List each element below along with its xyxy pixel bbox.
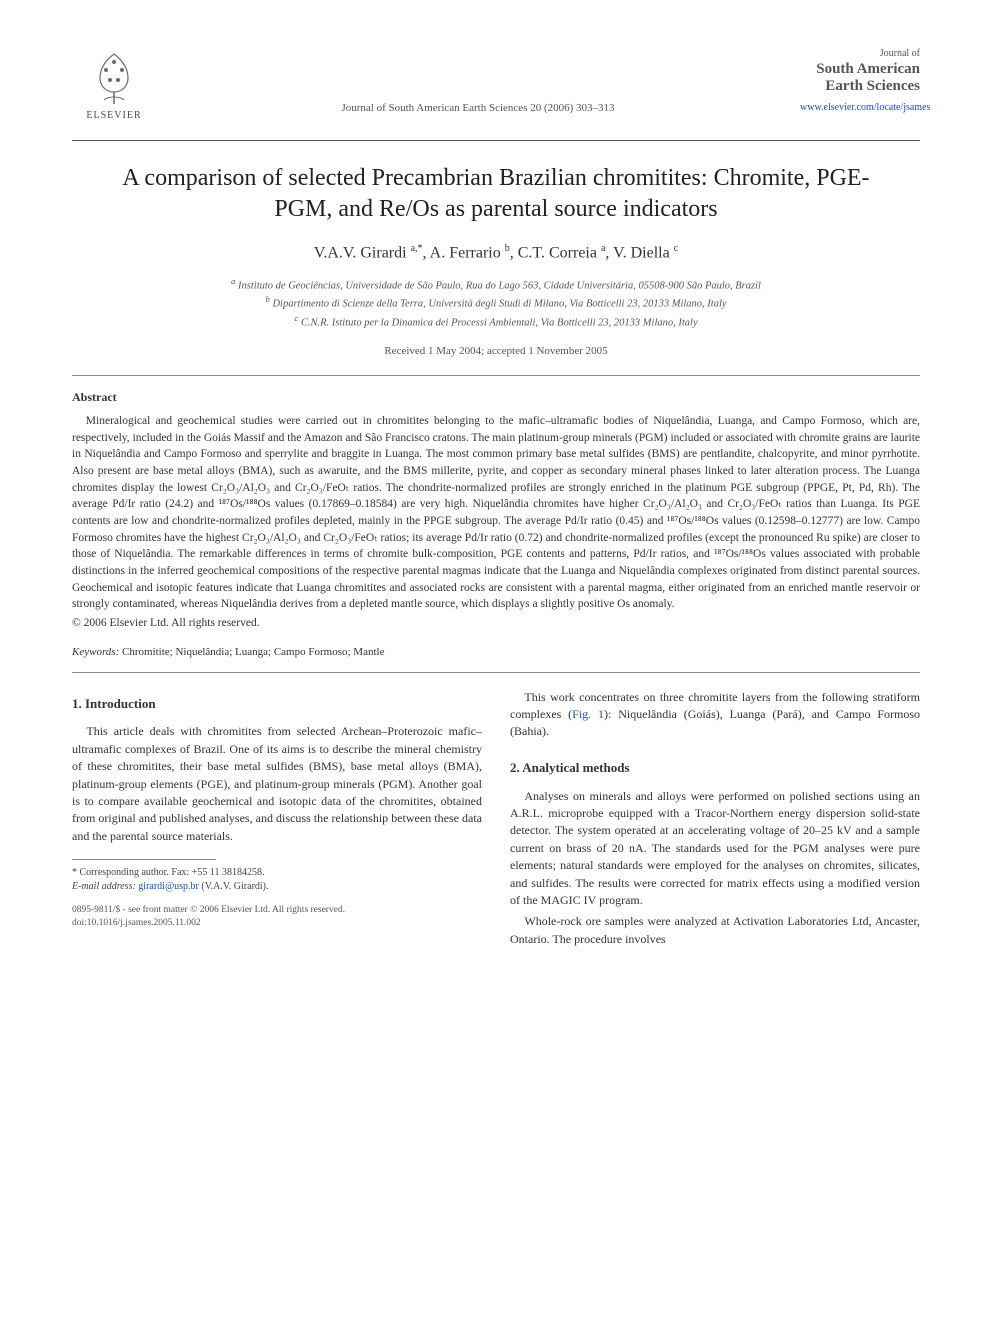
footnote-separator — [72, 859, 216, 860]
publisher-name: ELSEVIER — [86, 110, 141, 121]
affiliations: a Instituto de Geociências, Universidade… — [72, 275, 920, 331]
affiliation-c: c C.N.R. Istituto per la Dinamica dei Pr… — [72, 312, 920, 331]
abstract-body: Mineralogical and geochemical studies we… — [72, 413, 920, 632]
article-title: A comparison of selected Precambrian Bra… — [112, 163, 880, 225]
journal-url-link[interactable]: www.elsevier.com/locate/jsames — [800, 102, 920, 113]
email-tail: (V.A.V. Girardi). — [201, 881, 268, 892]
intro-p1: This article deals with chromitites from… — [72, 723, 482, 845]
footnotes: * Corresponding author. Fax: +55 11 3818… — [72, 866, 482, 894]
abstract-heading: Abstract — [72, 390, 920, 405]
abstract-bottom-rule — [72, 672, 920, 673]
journal-label-small: Journal of — [800, 48, 920, 59]
right-column: This work concentrates on three chromiti… — [510, 689, 920, 953]
keywords-list: Chromitite; Niquelândia; Luanga; Campo F… — [122, 646, 384, 658]
publisher-logo: ELSEVIER — [72, 48, 156, 132]
left-column: 1. Introduction This article deals with … — [72, 689, 482, 953]
footer-meta: 0895-9811/$ - see front matter © 2006 El… — [72, 904, 482, 930]
journal-label-big: South American Earth Sciences — [800, 61, 920, 96]
elsevier-tree-icon — [84, 48, 144, 108]
abstract-copyright: © 2006 Elsevier Ltd. All rights reserved… — [72, 615, 920, 632]
affiliation-a: a Instituto de Geociências, Universidade… — [72, 275, 920, 294]
issn-line: 0895-9811/$ - see front matter © 2006 El… — [72, 904, 482, 917]
intro-heading: 1. Introduction — [72, 695, 482, 714]
email-line: E-mail address: girardi@usp.br (V.A.V. G… — [72, 880, 482, 894]
methods-p1: Analyses on minerals and alloys were per… — [510, 788, 920, 910]
abstract-top-rule — [72, 375, 920, 376]
email-label: E-mail address: — [72, 881, 136, 892]
methods-heading: 2. Analytical methods — [510, 759, 920, 778]
article-dates: Received 1 May 2004; accepted 1 November… — [72, 345, 920, 357]
header-rule — [72, 140, 920, 141]
doi-line: doi:10.1016/j.jsames.2005.11.002 — [72, 917, 482, 930]
corresponding-author-note: * Corresponding author. Fax: +55 11 3818… — [72, 866, 482, 880]
journal-reference: Journal of South American Earth Sciences… — [156, 48, 800, 114]
intro-p2: This work concentrates on three chromiti… — [510, 689, 920, 741]
body-columns: 1. Introduction This article deals with … — [72, 689, 920, 953]
journal-cover-block: Journal of South American Earth Sciences… — [800, 48, 920, 113]
author-list: V.A.V. Girardi a,*, A. Ferrario b, C.T. … — [72, 243, 920, 262]
affiliation-b: b Dipartimento di Scienze della Terra, U… — [72, 293, 920, 312]
keywords-label: Keywords: — [72, 646, 119, 658]
email-link[interactable]: girardi@usp.br — [138, 881, 199, 892]
methods-p2: Whole-rock ore samples were analyzed at … — [510, 913, 920, 948]
fig1-ref-link[interactable]: Fig. 1 — [572, 707, 604, 721]
abstract-text: Mineralogical and geochemical studies we… — [72, 413, 920, 613]
page-header: ELSEVIER Journal of South American Earth… — [72, 48, 920, 132]
keywords-block: Keywords: Chromitite; Niquelândia; Luang… — [72, 646, 920, 658]
